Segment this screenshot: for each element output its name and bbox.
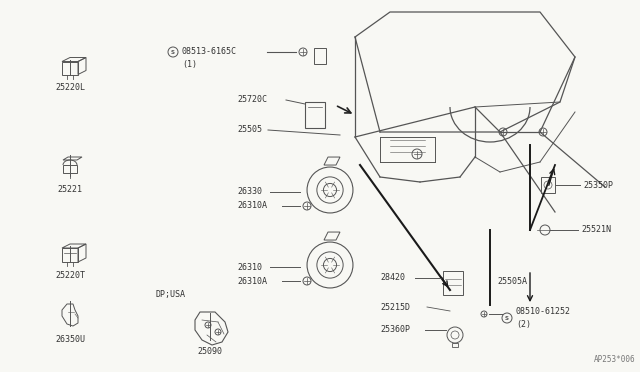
Text: 26310: 26310 xyxy=(237,263,262,272)
Text: 25220T: 25220T xyxy=(55,270,85,279)
Text: S: S xyxy=(505,315,509,321)
Text: 25360P: 25360P xyxy=(380,326,410,334)
Bar xyxy=(443,271,463,295)
Text: 26310A: 26310A xyxy=(237,202,267,211)
Bar xyxy=(63,165,77,173)
Text: 25215D: 25215D xyxy=(380,302,410,311)
Text: 08510-61252: 08510-61252 xyxy=(516,308,571,317)
Bar xyxy=(452,343,458,347)
Text: 28420: 28420 xyxy=(380,273,405,282)
Bar xyxy=(305,102,325,128)
Text: DP;USA: DP;USA xyxy=(155,291,185,299)
Text: 08513-6165C: 08513-6165C xyxy=(182,48,237,57)
Text: 25720C: 25720C xyxy=(237,96,267,105)
Text: 25521N: 25521N xyxy=(581,225,611,234)
Text: 25221: 25221 xyxy=(58,185,83,193)
Text: S: S xyxy=(171,49,175,55)
Bar xyxy=(541,177,555,193)
Text: 25350P: 25350P xyxy=(583,180,613,189)
Text: 26310A: 26310A xyxy=(237,276,267,285)
Text: (2): (2) xyxy=(516,321,531,330)
Text: 25505: 25505 xyxy=(237,125,262,135)
Bar xyxy=(314,48,326,64)
Text: 25220L: 25220L xyxy=(55,83,85,92)
Text: 26330: 26330 xyxy=(237,187,262,196)
Text: (1): (1) xyxy=(182,60,197,68)
Text: 25090: 25090 xyxy=(198,347,223,356)
Text: 26350U: 26350U xyxy=(55,336,85,344)
Text: 25505A: 25505A xyxy=(497,278,527,286)
Text: AP253*006: AP253*006 xyxy=(593,355,635,364)
